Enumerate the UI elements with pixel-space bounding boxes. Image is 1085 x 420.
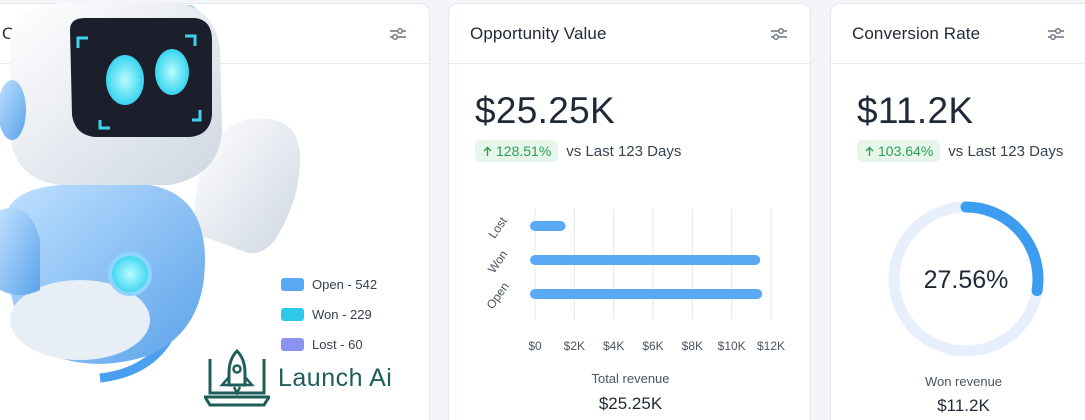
arrow-up-icon bbox=[483, 146, 492, 156]
legend-label: Open - 542 bbox=[312, 276, 378, 292]
x-tick-label: $10K bbox=[718, 339, 746, 353]
footer-value: $25.25K bbox=[598, 394, 663, 413]
change-badge: 128.51% bbox=[475, 140, 559, 162]
rocket-laptop-icon bbox=[204, 348, 270, 407]
x-tick-label: $4K bbox=[603, 339, 624, 353]
robot-mascot-illustration bbox=[0, 2, 300, 383]
metric-value: $25.25K bbox=[475, 90, 615, 131]
legend-item-lost: Lost - 60 bbox=[281, 329, 377, 359]
donut-center-label: 27.56% bbox=[924, 266, 1009, 294]
legend-swatch bbox=[281, 337, 304, 351]
comparison-label: vs Last 123 Days bbox=[948, 142, 1064, 160]
card-title: Opportunity Value bbox=[470, 23, 607, 43]
arrow-up-icon bbox=[865, 146, 874, 156]
donut-value-arc bbox=[888, 201, 1044, 357]
filter-icon[interactable] bbox=[389, 27, 407, 41]
category-label: Lost bbox=[485, 214, 510, 241]
change-percent: 103.64% bbox=[878, 143, 934, 159]
status-legend: Open - 542 Won - 229 Lost - 60 bbox=[281, 269, 377, 359]
change-percent: 128.51% bbox=[496, 143, 552, 159]
footer-label: Total revenue bbox=[591, 371, 670, 386]
robot-eye-left bbox=[106, 55, 144, 105]
category-label: Won bbox=[485, 248, 511, 276]
opportunity-value-card: Opportunity Value $25.25K 128.51% vs Las… bbox=[448, 3, 811, 420]
x-tick-label: $12K bbox=[757, 339, 785, 353]
change-row: 128.51% vs Last 123 Days bbox=[475, 140, 681, 162]
card-title: Conversion Rate bbox=[852, 23, 981, 43]
robot-eye-right bbox=[155, 49, 189, 95]
legend-item-won: Won - 229 bbox=[281, 299, 377, 329]
legend-label: Won - 229 bbox=[312, 306, 372, 322]
legend-label: Lost - 60 bbox=[312, 336, 363, 352]
x-tick-label: $0 bbox=[528, 339, 542, 353]
comparison-label: vs Last 123 Days bbox=[566, 142, 682, 160]
change-badge: 103.64% bbox=[857, 140, 941, 162]
conversion-donut-chart: 27.56% bbox=[888, 201, 1044, 357]
card-header: Opportunity Value bbox=[449, 4, 810, 64]
conversion-rate-card: Conversion Rate $11.2K 103.64% vs Last 1… bbox=[830, 3, 1085, 420]
change-row: 103.64% vs Last 123 Days bbox=[857, 140, 1063, 162]
legend-swatch bbox=[281, 307, 304, 321]
legend-swatch bbox=[281, 277, 304, 291]
category-label: Open bbox=[484, 280, 512, 312]
metric-value: $11.2K bbox=[857, 90, 974, 131]
footer-value: $11.2K bbox=[937, 396, 990, 415]
brand-name: Launch Ai bbox=[278, 363, 393, 392]
launch-ai-logo: Launch Ai bbox=[204, 347, 392, 409]
x-tick-label: $2K bbox=[564, 339, 585, 353]
x-tick-label: $6K bbox=[642, 339, 663, 353]
filter-icon[interactable] bbox=[1047, 27, 1065, 41]
revenue-bar-chart: $0 $2K $4K $6K $8K $10K $12K Lost Won Open bbox=[484, 209, 785, 353]
footer-label: Won revenue bbox=[924, 374, 1003, 389]
filter-icon[interactable] bbox=[770, 27, 788, 41]
legend-item-open: Open - 542 bbox=[281, 269, 377, 299]
card-header: Conversion Rate bbox=[831, 4, 1085, 64]
x-tick-label: $8K bbox=[682, 339, 703, 353]
